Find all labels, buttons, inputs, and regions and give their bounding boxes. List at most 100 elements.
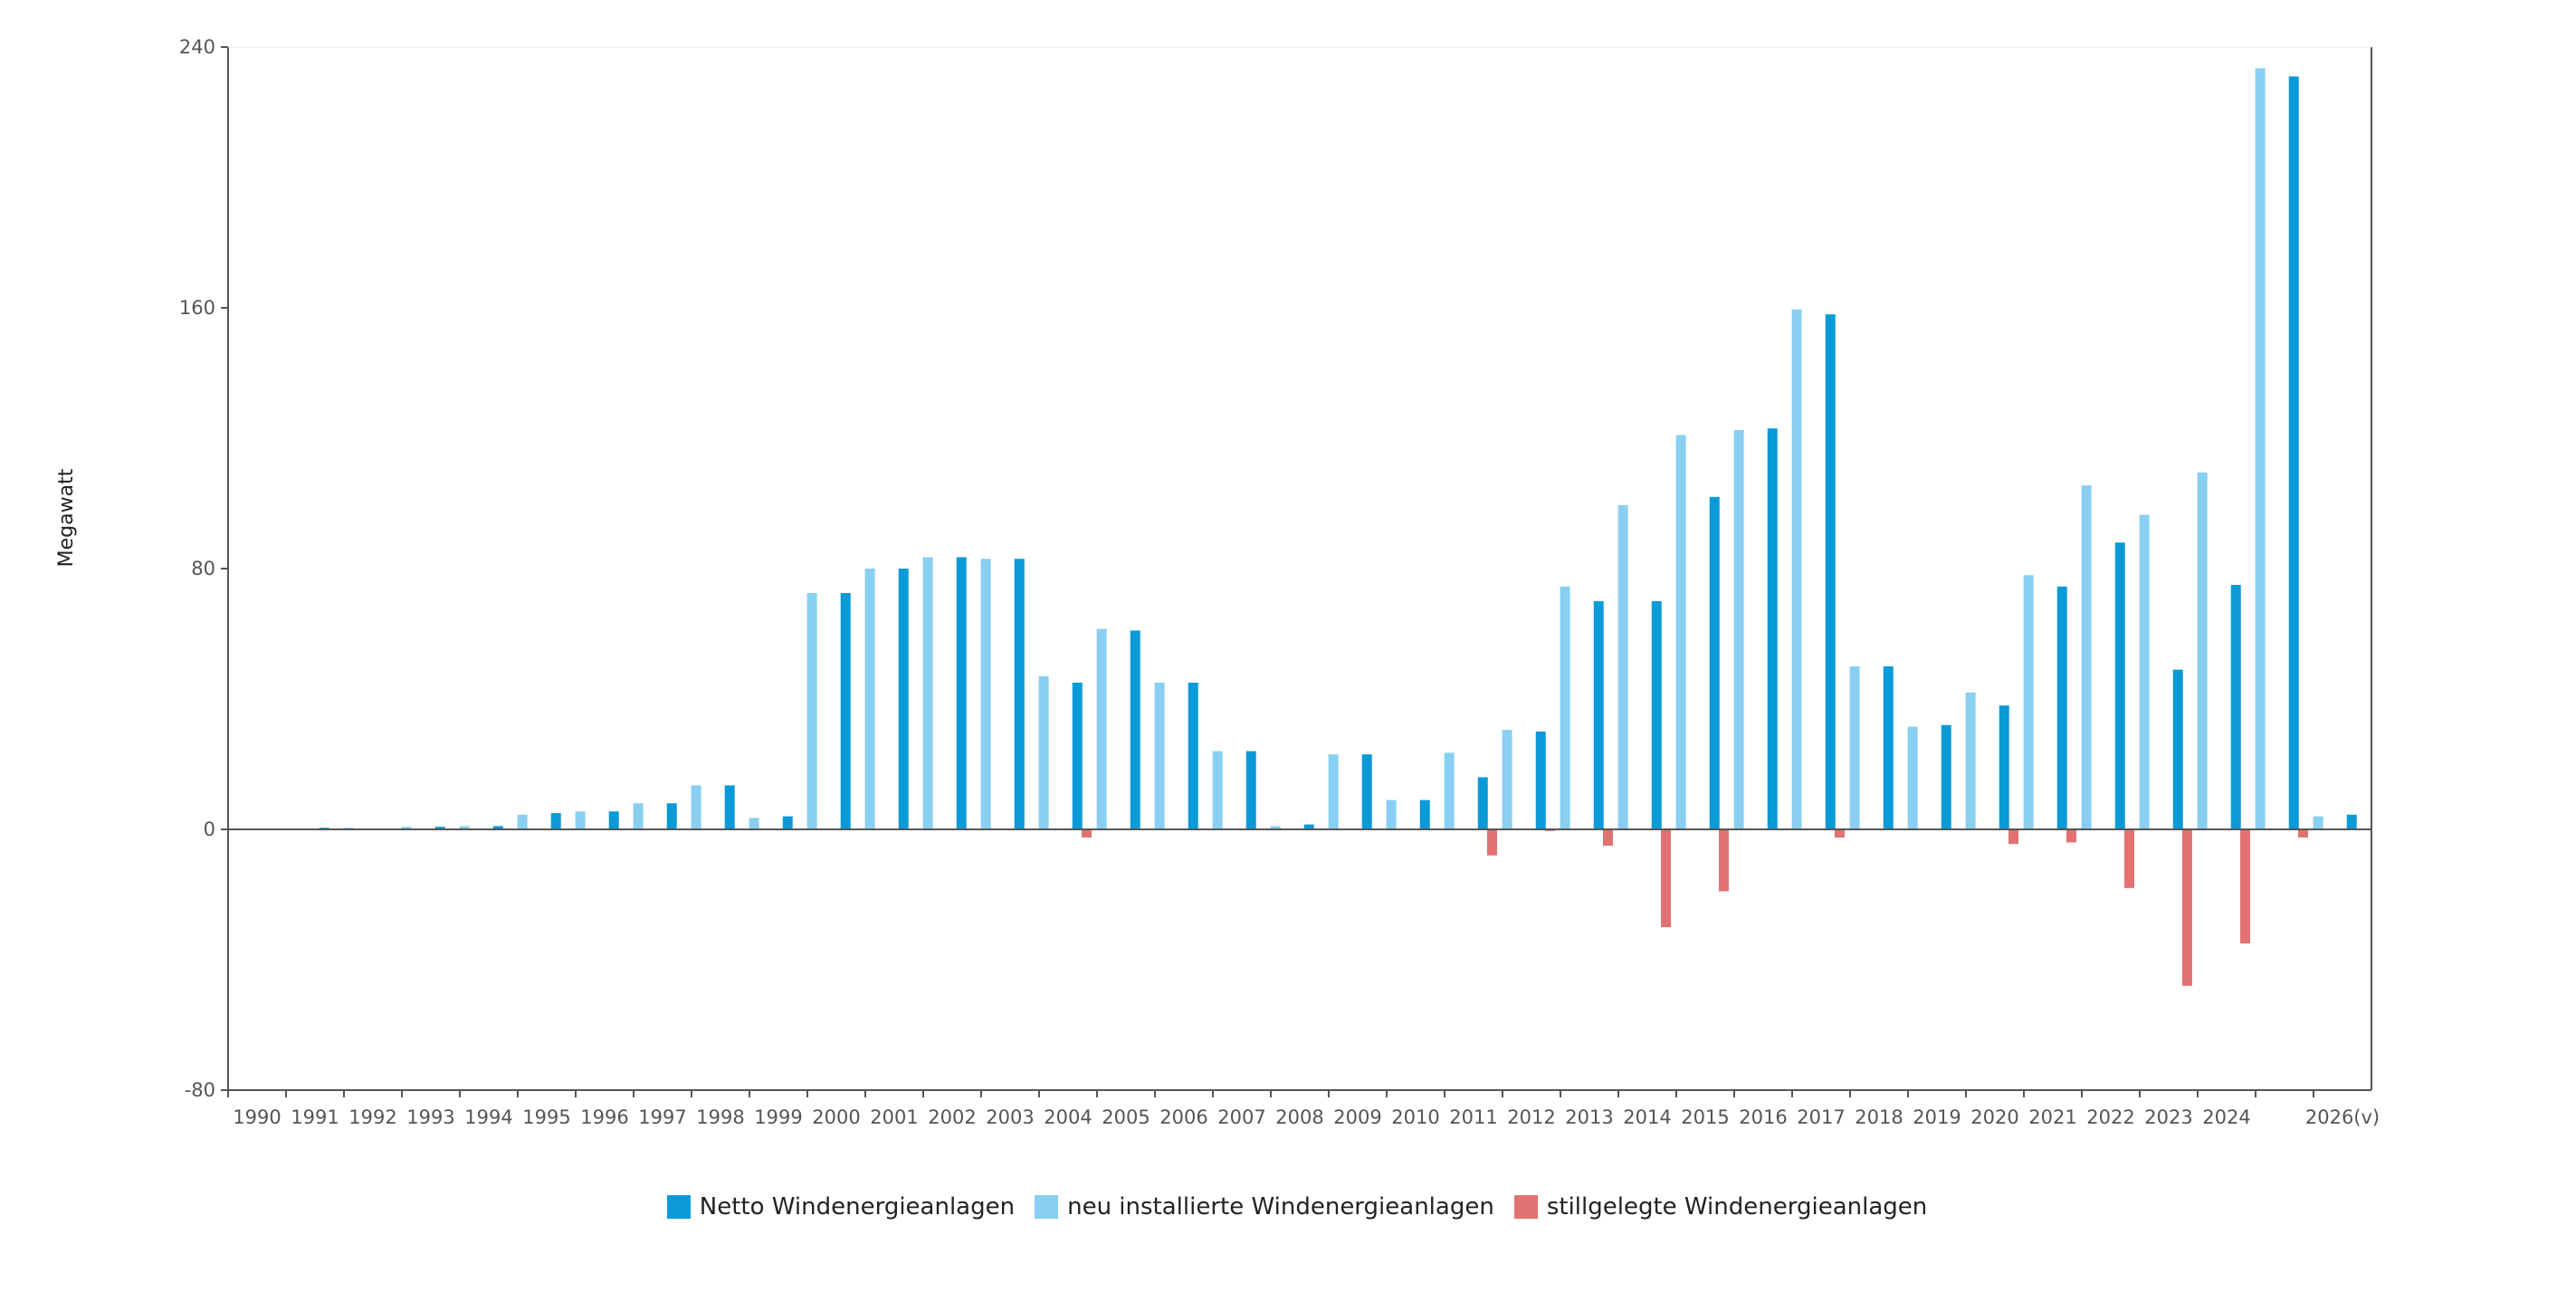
x-tick-label: 2019 (1913, 1106, 1961, 1128)
legend-label: stillgelegte Windenergieanlagen (1546, 1193, 1928, 1221)
bar-netto (1709, 496, 1720, 829)
y-tick-label: 240 (179, 36, 215, 58)
bar-neu-installiert (1617, 504, 1628, 829)
bar-netto (898, 569, 909, 829)
bar-neu-installiert (1791, 309, 1802, 829)
bar-stillgelegt (1602, 829, 1613, 846)
x-tick-label: 2010 (1391, 1106, 1439, 1128)
x-tick-label: 2013 (1565, 1106, 1613, 1128)
y-tick-label: 0 (204, 819, 215, 840)
bar-stillgelegt (1486, 829, 1497, 856)
x-tick-label: 2002 (928, 1106, 976, 1128)
bar-neu-installiert (1270, 826, 1281, 829)
bar-neu-installiert (517, 814, 528, 829)
bar-neu-installiert (1965, 692, 1976, 829)
bar-neu-installiert (1154, 683, 1165, 829)
x-tick-label: 2007 (1217, 1106, 1265, 1128)
bar-netto (782, 816, 793, 829)
bar-stillgelegt (2008, 829, 2018, 845)
bar-netto (1999, 705, 2009, 829)
bar-neu-installiert (2255, 68, 2266, 829)
bar-netto (2230, 585, 2241, 829)
bar-stillgelegt (1660, 829, 1671, 927)
y-tick-label: 160 (179, 297, 215, 319)
x-tick-label: 2018 (1855, 1106, 1903, 1128)
bar-stillgelegt (2239, 829, 2250, 943)
chart: -80 0 80 160 240 1990 1991 1992 1993 1994 1995 1996… (55, 36, 2380, 1128)
bar-neu-installiert (1675, 435, 1686, 829)
bar-netto (1188, 683, 1198, 829)
bar-netto (1130, 630, 1140, 829)
bar-neu-installiert (1849, 666, 1860, 829)
bar-netto (1651, 601, 1662, 829)
bar-neu-installiert (1907, 726, 1918, 829)
bar-neu-installiert (2313, 816, 2323, 829)
bar-netto (1941, 724, 1951, 829)
bar-neu-installiert (922, 557, 933, 829)
legend-item-stillgelegt[interactable]: stillgelegte Windenergieanlagen (1513, 1193, 1928, 1221)
x-tick-label: 2020 (1970, 1106, 2018, 1128)
bar-neu-installiert (401, 827, 412, 829)
bar-netto (1883, 666, 1894, 829)
bar-netto (1303, 824, 1314, 829)
bar-netto (666, 803, 677, 829)
x-tick-label: 2023 (2144, 1106, 2192, 1128)
bar-neu-installiert (2139, 514, 2150, 829)
x-tick-label: 2009 (1333, 1106, 1381, 1128)
bar-netto (724, 785, 735, 829)
legend-item-neu-installiert[interactable]: neu installierte Windenergieanlagen (1035, 1193, 1494, 1221)
bar-netto (840, 593, 851, 829)
bars-group (227, 68, 2357, 986)
x-tick-label: 2015 (1681, 1106, 1729, 1128)
x-tick-label: 2026(v) (2305, 1106, 2380, 1128)
bar-netto (1014, 559, 1025, 829)
bar-netto (2288, 76, 2299, 829)
bar-neu-installiert (1328, 754, 1339, 829)
x-tick-label: 2000 (812, 1106, 860, 1128)
bar-neu-installiert (2197, 472, 2208, 829)
bar-stillgelegt (2297, 829, 2308, 838)
x-tick-label: 1994 (464, 1106, 512, 1128)
bar-netto (1477, 777, 1488, 829)
bar-netto (1072, 683, 1083, 829)
bar-neu-installiert (980, 559, 991, 829)
bar-neu-installiert (1212, 751, 1223, 829)
bar-neu-installiert (864, 569, 875, 829)
bar-neu-installiert (633, 803, 644, 829)
x-tick-label: 2022 (2086, 1106, 2134, 1128)
bar-neu-installiert (1733, 430, 1744, 829)
y-tick-label: 80 (191, 558, 215, 579)
bar-neu-installiert (1096, 628, 1107, 829)
bar-netto (1245, 751, 1256, 829)
bar-neu-installiert (2023, 575, 2034, 829)
x-tick-label: 2004 (1044, 1106, 1092, 1128)
bar-stillgelegt (2066, 829, 2076, 843)
legend-item-netto[interactable]: Netto Windenergieanlagen (666, 1193, 1015, 1221)
legend-swatch (1513, 1195, 1538, 1219)
x-tick-label: 1996 (580, 1106, 628, 1128)
x-tick-label: 2014 (1623, 1106, 1671, 1128)
bar-netto (1361, 754, 1372, 829)
x-tick-label: 1993 (406, 1106, 454, 1128)
bar-stillgelegt (1718, 829, 1729, 892)
bar-netto (434, 827, 445, 829)
legend-label: neu installierte Windenergieanlagen (1067, 1193, 1494, 1221)
bar-neu-installiert (459, 826, 470, 829)
x-tick-label: 2021 (2028, 1106, 2076, 1128)
bar-neu-installiert (749, 818, 759, 829)
bar-netto (2056, 586, 2067, 829)
bar-netto (1767, 428, 1778, 829)
bar-netto (1825, 314, 1836, 829)
axes-group: -80 0 80 160 240 1990 1991 1992 1993 1994 1995 1996… (179, 36, 2380, 1128)
x-tick-label: 1990 (233, 1106, 281, 1128)
x-tick-label: 2012 (1507, 1106, 1555, 1128)
bar-stillgelegt (1081, 829, 1092, 838)
legend: Netto Windenergieanlagen neu installierte… (0, 1193, 2576, 1221)
y-tick-label: -80 (185, 1079, 215, 1101)
bar-neu-installiert (1444, 752, 1455, 829)
bar-netto (1535, 732, 1546, 829)
x-tick-label: 1991 (291, 1106, 339, 1128)
x-tick-label: 1995 (522, 1106, 570, 1128)
x-tick-label: 1999 (754, 1106, 802, 1128)
x-tick-label: 1997 (638, 1106, 686, 1128)
